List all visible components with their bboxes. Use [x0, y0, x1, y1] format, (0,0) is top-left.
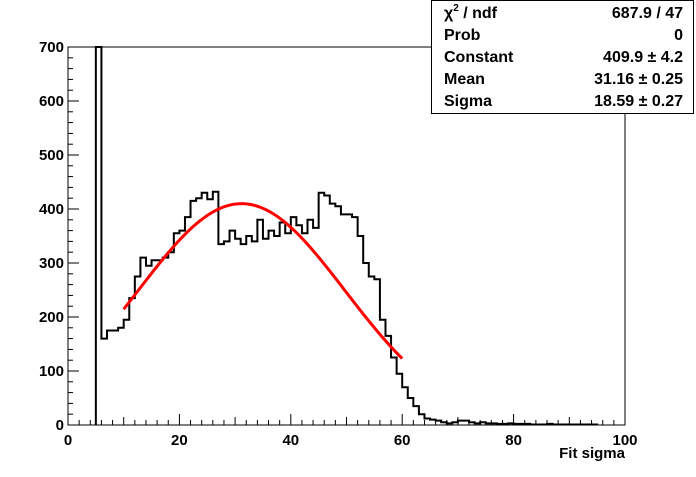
- fit-layer: [122, 202, 404, 360]
- stats-row-constant: Constant 409.9 ± 4.2: [432, 47, 693, 69]
- y-tick-label: 0: [56, 417, 64, 434]
- stats-label-constant: Constant: [444, 49, 514, 66]
- y-tick-label: 700: [39, 39, 64, 56]
- x-tick-label: 20: [171, 432, 188, 449]
- y-axis: 0 100 200 300 400 500 600 700: [39, 39, 79, 434]
- y-tick-label: 600: [39, 93, 64, 110]
- x-tick-label: 60: [394, 432, 411, 449]
- gaussian-fit-curve: [122, 202, 404, 360]
- x-tick-label: 0: [64, 432, 72, 449]
- x-tick-label: 100: [612, 432, 637, 449]
- fit-stats-box: χ2 / ndf 687.9 / 47 Prob 0 Constant 409.…: [431, 0, 694, 114]
- y-tick-label: 500: [39, 147, 64, 164]
- stats-label-prob: Prob: [444, 27, 481, 44]
- x-axis: 0 20 40 60 80 100: [64, 414, 638, 449]
- histogram-series: [94, 46, 599, 426]
- stats-value-mean: 31.16 ± 0.25: [594, 71, 683, 88]
- x-axis-label: Fit sigma: [559, 445, 626, 462]
- stats-value-prob: 0: [674, 27, 683, 44]
- stats-value-constant: 409.9 ± 4.2: [603, 49, 683, 66]
- stats-label-mean: Mean: [444, 71, 485, 88]
- x-tick-label: 80: [505, 432, 522, 449]
- histogram-layer: [94, 46, 599, 426]
- y-tick-label: 200: [39, 309, 64, 326]
- stats-value-chi2: 687.9 / 47: [611, 5, 683, 22]
- x-tick-label: 40: [282, 432, 299, 449]
- stats-value-sigma: 18.59 ± 0.27: [594, 93, 683, 110]
- y-tick-label: 100: [39, 363, 64, 380]
- y-tick-label: 300: [39, 255, 64, 272]
- stats-label-chi2: χ2 / ndf: [444, 3, 497, 22]
- stats-row-prob: Prob 0: [432, 25, 693, 47]
- stats-row-mean: Mean 31.16 ± 0.25: [432, 69, 693, 91]
- y-tick-label: 400: [39, 201, 64, 218]
- stats-row-sigma: Sigma 18.59 ± 0.27: [432, 91, 693, 113]
- stats-label-sigma: Sigma: [444, 93, 493, 110]
- stats-row-chi2: χ2 / ndf 687.9 / 47: [432, 3, 693, 25]
